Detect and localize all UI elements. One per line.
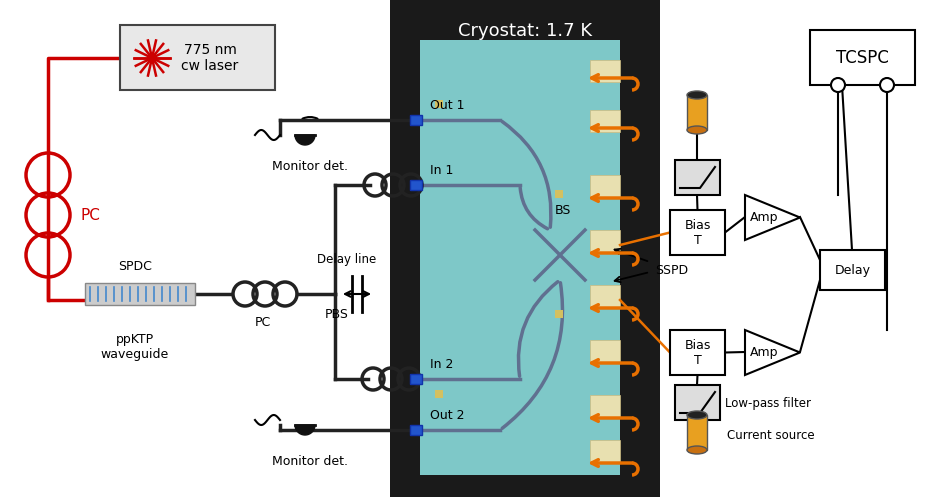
- Text: BS: BS: [555, 204, 571, 217]
- Polygon shape: [745, 195, 800, 240]
- Ellipse shape: [687, 446, 707, 454]
- Bar: [435, 100, 443, 108]
- Text: Cryostat: 1.7 K: Cryostat: 1.7 K: [458, 22, 592, 40]
- Bar: [820, 250, 885, 290]
- Bar: [435, 390, 443, 398]
- Ellipse shape: [687, 411, 707, 419]
- Bar: [670, 330, 725, 375]
- Bar: [420, 40, 620, 475]
- Bar: [590, 230, 620, 252]
- Bar: [390, 0, 660, 497]
- Text: 775 nm
cw laser: 775 nm cw laser: [182, 43, 238, 73]
- Polygon shape: [745, 330, 800, 375]
- Text: SPDC: SPDC: [118, 260, 152, 273]
- Circle shape: [147, 53, 157, 63]
- Bar: [590, 175, 620, 197]
- Bar: [410, 425, 422, 435]
- Text: Low-pass filter: Low-pass filter: [725, 397, 811, 410]
- Circle shape: [880, 78, 894, 92]
- Bar: [410, 374, 422, 384]
- Text: Current source: Current source: [727, 428, 815, 441]
- Text: Out 2: Out 2: [430, 409, 464, 422]
- Circle shape: [831, 78, 845, 92]
- Bar: [675, 160, 720, 195]
- Bar: [687, 415, 707, 450]
- Text: PC: PC: [254, 316, 272, 329]
- Text: In 1: In 1: [430, 164, 453, 177]
- Bar: [670, 210, 725, 255]
- Text: PC: PC: [80, 208, 100, 223]
- Text: Monitor det.: Monitor det.: [272, 160, 348, 173]
- Bar: [590, 440, 620, 462]
- Wedge shape: [295, 425, 315, 435]
- Ellipse shape: [687, 91, 707, 99]
- Text: Amp: Amp: [750, 211, 779, 224]
- Bar: [590, 60, 620, 82]
- Bar: [555, 190, 563, 198]
- Bar: [675, 385, 720, 420]
- Text: PBS: PBS: [325, 308, 349, 321]
- Bar: [590, 340, 620, 362]
- Text: In 2: In 2: [430, 358, 453, 371]
- Bar: [810, 30, 915, 85]
- Bar: [590, 285, 620, 307]
- Text: Bias
T: Bias T: [684, 219, 710, 247]
- Text: Bias
T: Bias T: [684, 338, 710, 366]
- Bar: [85, 283, 195, 305]
- Bar: [410, 115, 422, 125]
- Text: TCSPC: TCSPC: [836, 49, 889, 67]
- Bar: [555, 310, 563, 318]
- Text: Monitor det.: Monitor det.: [272, 455, 348, 468]
- Bar: [590, 110, 620, 132]
- Text: Amp: Amp: [750, 346, 779, 359]
- Text: Delay line: Delay line: [317, 253, 377, 266]
- Bar: [590, 395, 620, 417]
- FancyBboxPatch shape: [120, 25, 275, 90]
- Bar: [687, 95, 707, 130]
- Text: Out 1: Out 1: [430, 99, 464, 112]
- Text: SSPD: SSPD: [655, 263, 688, 276]
- Text: Delay: Delay: [834, 263, 870, 276]
- Wedge shape: [295, 135, 315, 145]
- Ellipse shape: [687, 126, 707, 134]
- Text: ppKTP
waveguide: ppKTP waveguide: [101, 333, 169, 361]
- Bar: [410, 180, 422, 190]
